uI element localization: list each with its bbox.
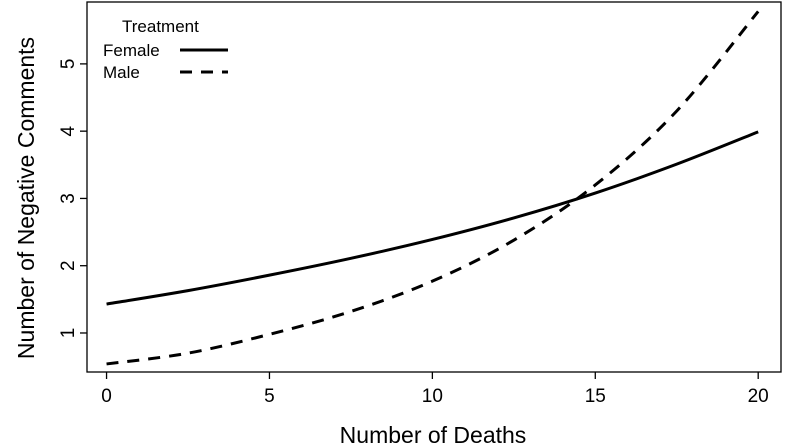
- y-tick-label: 4: [58, 125, 79, 136]
- y-tick-label: 5: [58, 59, 79, 70]
- x-tick-label: 15: [585, 386, 606, 407]
- axes: 0 5 10 15 20 1 2 3 4 5: [58, 1, 782, 407]
- x-tick-label: 5: [264, 386, 275, 407]
- x-tick-label: 20: [748, 386, 769, 407]
- x-tick-label: 10: [422, 386, 443, 407]
- y-tick-label: 2: [58, 260, 79, 271]
- legend-label-male: Male: [103, 63, 140, 82]
- series-line-female: [106, 130, 759, 306]
- plot-frame: [86, 1, 782, 373]
- legend: Treatment Female Male: [103, 17, 228, 82]
- legend-label-female: Female: [103, 41, 160, 60]
- x-tick-label: 0: [101, 386, 112, 407]
- y-tick-label: 3: [58, 193, 79, 204]
- x-axis-title: Number of Deaths: [340, 422, 527, 448]
- series-line-male: [106, 10, 760, 366]
- y-tick-label: 1: [58, 328, 79, 339]
- series-layer: [106, 10, 760, 366]
- y-axis-title: Number of Negative Comments: [13, 37, 39, 359]
- legend-title: Treatment: [122, 17, 199, 36]
